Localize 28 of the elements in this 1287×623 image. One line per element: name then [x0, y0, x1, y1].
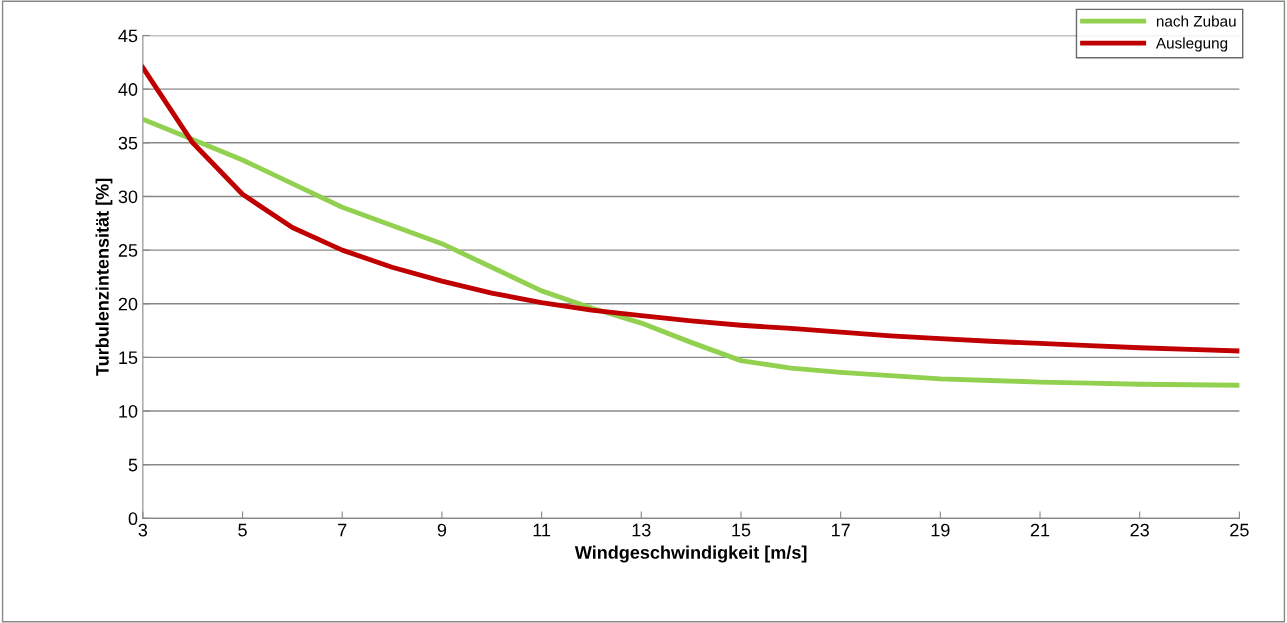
x-tick-label: 17	[831, 523, 850, 537]
legend-label: nach Zubau	[1156, 15, 1236, 27]
x-tick-label: 15	[732, 523, 751, 537]
x-axis-title: Windgeschwindigkeit [m/s]	[574, 545, 807, 563]
y-tick-label: 5	[128, 458, 138, 472]
x-tick-label: 19	[931, 523, 950, 537]
y-tick-label: 45	[118, 29, 138, 43]
x-tick-label: 21	[1030, 523, 1050, 537]
y-tick-label: 25	[118, 244, 138, 257]
x-tick-label: 11	[533, 523, 551, 537]
x-tick-label: 23	[1130, 523, 1149, 537]
y-tick-label: 30	[118, 190, 138, 204]
x-tick-label: 9	[437, 523, 447, 537]
x-tick-label: 5	[238, 523, 247, 537]
y-tick-label: 0	[128, 512, 138, 526]
y-tick-label: 15	[119, 351, 138, 365]
x-tick-label: 25	[1230, 523, 1249, 537]
line-series	[142, 65, 1240, 354]
x-tick-label: 3	[138, 523, 148, 537]
y-axis-title: Turbulenzintensität [%]	[95, 178, 113, 376]
legend-label: Auslegung	[1155, 37, 1228, 52]
y-tick-label: 10	[119, 404, 138, 418]
line-series	[142, 116, 1240, 388]
x-tick-label: 7	[338, 523, 347, 537]
y-tick-label: 40	[118, 83, 138, 96]
y-tick-label: 35	[118, 136, 138, 150]
x-tick-label: 13	[632, 523, 651, 537]
y-tick-label: 20	[118, 297, 138, 311]
